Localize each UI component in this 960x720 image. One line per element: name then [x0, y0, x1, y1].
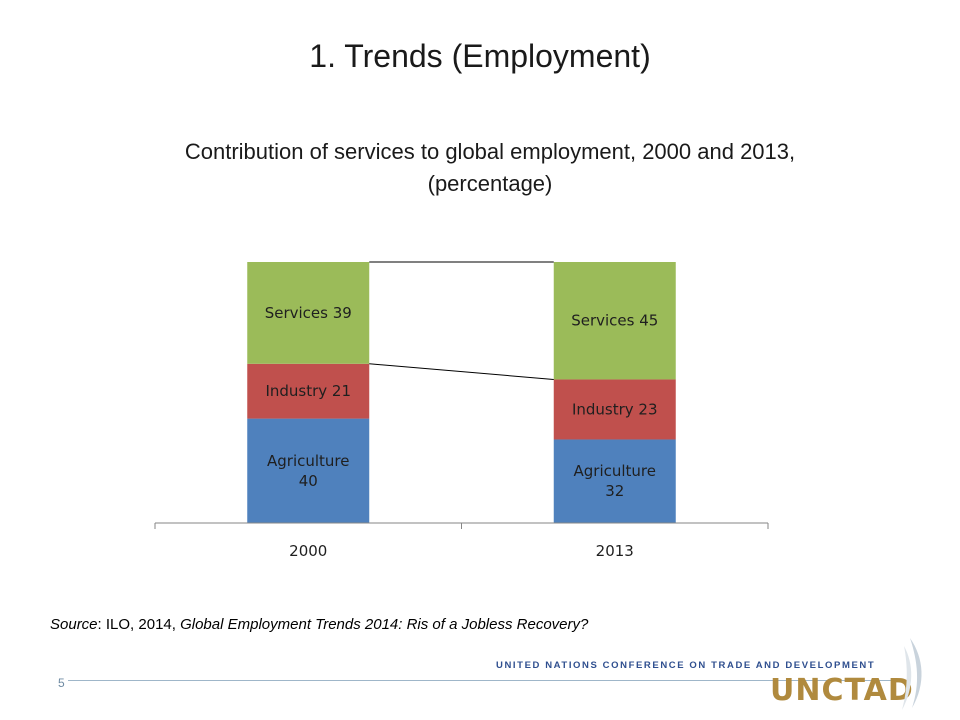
org-name: UNITED NATIONS CONFERENCE ON TRADE AND D… [496, 660, 876, 671]
bar-segment-industry-2013 [553, 379, 676, 440]
x-tick-label-2000: 2000 [289, 542, 327, 560]
source-publication: Global Employment Trends 2014: Ris of a … [180, 616, 589, 633]
slide-title: 1. Trends (Employment) [309, 38, 651, 74]
page-number: 5 [58, 676, 65, 690]
series-connector-line-industry [369, 363, 554, 380]
bar-segment-agriculture-2000 [247, 418, 370, 523]
bar-segment-industry-2000 [247, 363, 370, 419]
chart-subtitle: (percentage) [427, 171, 553, 196]
chart-title: Contribution of services to global emplo… [110, 136, 870, 200]
bar-segment-agriculture-2013 [553, 439, 676, 523]
unctad-logo-icon [902, 638, 922, 710]
chart-title-line: Contribution of services to global emplo… [184, 139, 796, 164]
x-tick-label-2013: 2013 [596, 542, 634, 560]
data-label-industry-2013: Industry 23 [572, 400, 658, 418]
source-publisher: : ILO, 2014, [97, 616, 181, 633]
footer-divider [68, 680, 908, 681]
stacked-bar-chart: Agriculture 40 Industry 21 Services 39 2000 A… [154, 261, 769, 560]
data-label-services-2013: Services 45 [571, 312, 658, 330]
source-citation: Source: ILO, 2014, Global Employment Tre… [50, 616, 588, 633]
data-label-agriculture-2000: Agriculture 40 [267, 452, 350, 490]
data-label-agriculture-2013: Agriculture 32 [574, 462, 657, 500]
source-label: Source [50, 616, 98, 633]
data-label-services-2000: Services 39 [265, 304, 352, 322]
data-label-industry-2000: Industry 21 [265, 382, 351, 400]
bar-segment-services-2013 [553, 262, 676, 380]
bar-segment-services-2000 [247, 262, 370, 364]
unctad-logo-text: UNCTAD [770, 673, 914, 708]
